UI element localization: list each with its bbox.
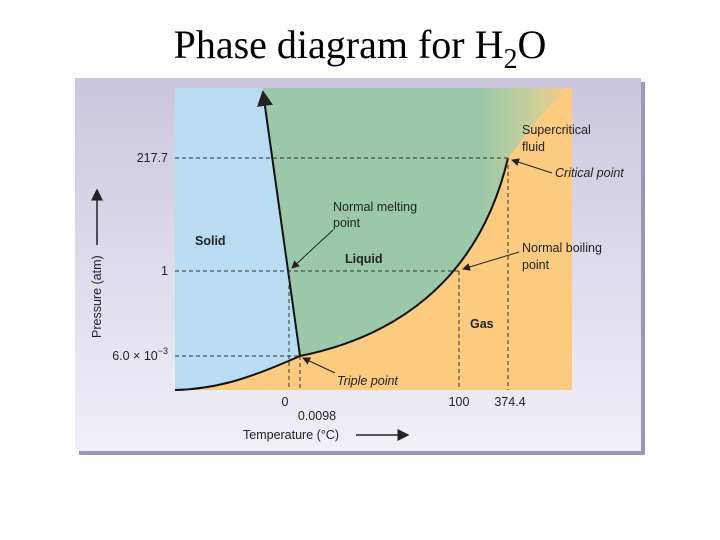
y-tick-label: 1 <box>161 264 168 278</box>
annotation: point <box>522 258 550 272</box>
region-label: Supercritical <box>522 123 591 137</box>
annotation: Normal melting <box>333 200 417 214</box>
annotation-arrow <box>511 158 553 174</box>
y-tick-label: 217.7 <box>137 151 168 165</box>
region-label: Liquid <box>345 252 383 266</box>
annotation: point <box>333 216 361 230</box>
annotation: Normal boiling <box>522 241 602 255</box>
x-tick-label: 0.0098 <box>298 409 336 423</box>
x-tick-label: 100 <box>449 395 470 409</box>
annotation-arrow <box>462 251 520 271</box>
x-axis-label: Temperature (°C) <box>243 428 339 442</box>
guide-lines <box>175 157 509 390</box>
y-tick-label: 6.0 × 10−3 <box>112 346 168 363</box>
phase-boundary <box>174 157 509 391</box>
annotation-arrow <box>302 357 336 374</box>
x-tick-label: 0 <box>282 395 289 409</box>
annotation: Critical point <box>555 166 624 180</box>
liquid-region <box>263 88 572 356</box>
region-label: fluid <box>522 140 545 154</box>
annotation-arrow <box>291 229 334 269</box>
region-label: Gas <box>470 317 494 331</box>
title: Phase diagram for H2O <box>174 22 547 75</box>
solid-region <box>175 88 300 390</box>
x-tick-label: 374.4 <box>494 395 525 409</box>
y-axis-label: Pressure (atm) <box>90 255 104 338</box>
annotation: Triple point <box>337 374 398 388</box>
region-label: Solid <box>195 234 226 248</box>
melting-line <box>257 90 301 357</box>
